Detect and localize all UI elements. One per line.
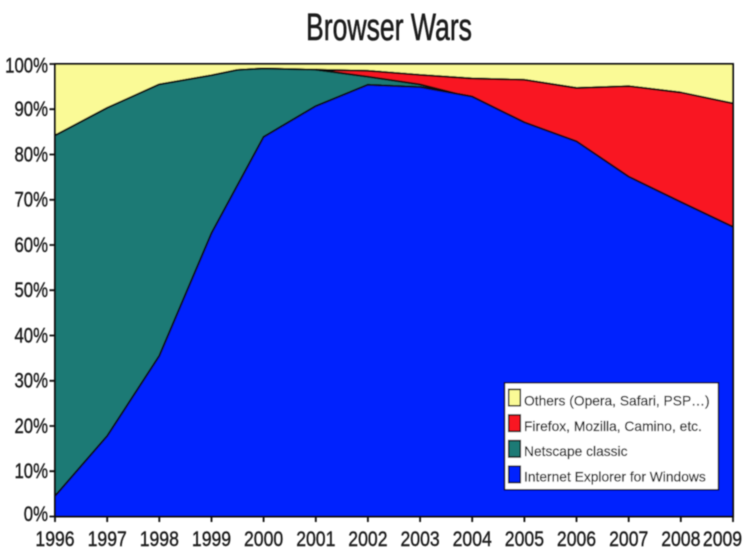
svg-text:2009: 2009 <box>703 527 742 550</box>
svg-text:1996: 1996 <box>35 527 74 550</box>
svg-text:80%: 80% <box>14 144 48 167</box>
svg-text:0%: 0% <box>24 503 48 526</box>
svg-text:Internet Explorer for Windows: Internet Explorer for Windows <box>524 470 706 485</box>
svg-text:2008: 2008 <box>661 527 700 550</box>
svg-text:30%: 30% <box>14 370 48 393</box>
svg-text:2003: 2003 <box>400 527 439 550</box>
svg-text:2007: 2007 <box>609 527 648 550</box>
svg-text:70%: 70% <box>14 189 48 212</box>
svg-text:2002: 2002 <box>348 527 387 550</box>
svg-text:90%: 90% <box>14 98 48 121</box>
svg-text:1997: 1997 <box>88 527 127 550</box>
svg-text:10%: 10% <box>14 460 48 483</box>
svg-text:50%: 50% <box>14 279 48 302</box>
svg-text:20%: 20% <box>14 415 48 438</box>
svg-text:Others (Opera, Safari, PSP…): Others (Opera, Safari, PSP…) <box>524 393 710 408</box>
svg-text:1999: 1999 <box>192 527 231 550</box>
svg-text:1998: 1998 <box>140 527 179 550</box>
svg-text:2006: 2006 <box>557 527 596 550</box>
svg-text:100%: 100% <box>5 55 48 78</box>
svg-text:Netscape classic: Netscape classic <box>524 444 628 459</box>
svg-text:2001: 2001 <box>296 527 335 550</box>
svg-text:60%: 60% <box>14 234 48 257</box>
svg-text:2004: 2004 <box>453 527 492 550</box>
svg-text:2005: 2005 <box>505 527 544 550</box>
svg-text:Firefox, Mozilla, Camino, etc.: Firefox, Mozilla, Camino, etc. <box>524 419 702 434</box>
svg-text:Browser Wars: Browser Wars <box>306 5 472 48</box>
svg-text:40%: 40% <box>14 325 48 348</box>
svg-text:2000: 2000 <box>244 527 283 550</box>
